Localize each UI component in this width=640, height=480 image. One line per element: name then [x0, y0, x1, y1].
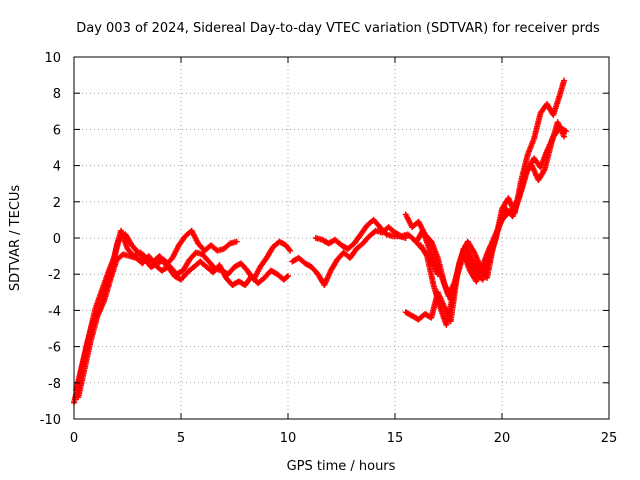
series-track-c	[75, 251, 291, 401]
y-tick-label: -6	[48, 341, 61, 356]
y-tick-label: 4	[53, 160, 61, 175]
x-tick-label: 0	[70, 431, 78, 446]
data-point	[285, 273, 291, 280]
y-tick-label: 8	[53, 87, 61, 102]
y-tick-label: -10	[40, 413, 61, 428]
data-point-fill	[283, 273, 290, 280]
series-track-d	[289, 224, 441, 289]
data-point	[402, 235, 409, 241]
data-point	[561, 77, 568, 84]
x-tick-label: 5	[177, 431, 185, 446]
series-track-g	[402, 124, 570, 325]
series-track-e	[312, 216, 409, 252]
x-tick-label: 25	[601, 431, 618, 446]
chart-title: Day 003 of 2024, Sidereal Day-to-day VTE…	[76, 21, 600, 36]
y-tick-label: 10	[44, 51, 61, 66]
x-tick-label: 15	[387, 431, 404, 446]
y-tick-label: 0	[53, 232, 61, 247]
y-tick-label: 2	[53, 196, 61, 211]
data-point	[287, 247, 294, 254]
y-tick-label: 6	[53, 123, 61, 138]
y-tick-label: -8	[48, 377, 61, 392]
x-tick-label: 10	[280, 431, 297, 446]
series-track-h	[413, 119, 568, 299]
axis-ticks: 0 5 10 15 20 25 -10 -8 -6 -4 -2 0 2 4 6 8 10	[40, 51, 618, 446]
data-markers	[71, 77, 570, 406]
y-tick-label: -2	[48, 268, 61, 283]
data-point	[475, 267, 482, 274]
series-track-i	[417, 242, 482, 328]
grid-lines	[74, 57, 609, 419]
x-axis-label: GPS time / hours	[287, 459, 396, 474]
y-tick-label: -4	[48, 304, 61, 319]
data-point	[561, 133, 568, 140]
x-tick-label: 20	[494, 431, 511, 446]
y-axis-label: SDTVAR / TECUs	[8, 185, 23, 292]
series-track-f	[402, 77, 568, 303]
data-point	[233, 238, 240, 245]
series-track-b	[73, 231, 294, 394]
